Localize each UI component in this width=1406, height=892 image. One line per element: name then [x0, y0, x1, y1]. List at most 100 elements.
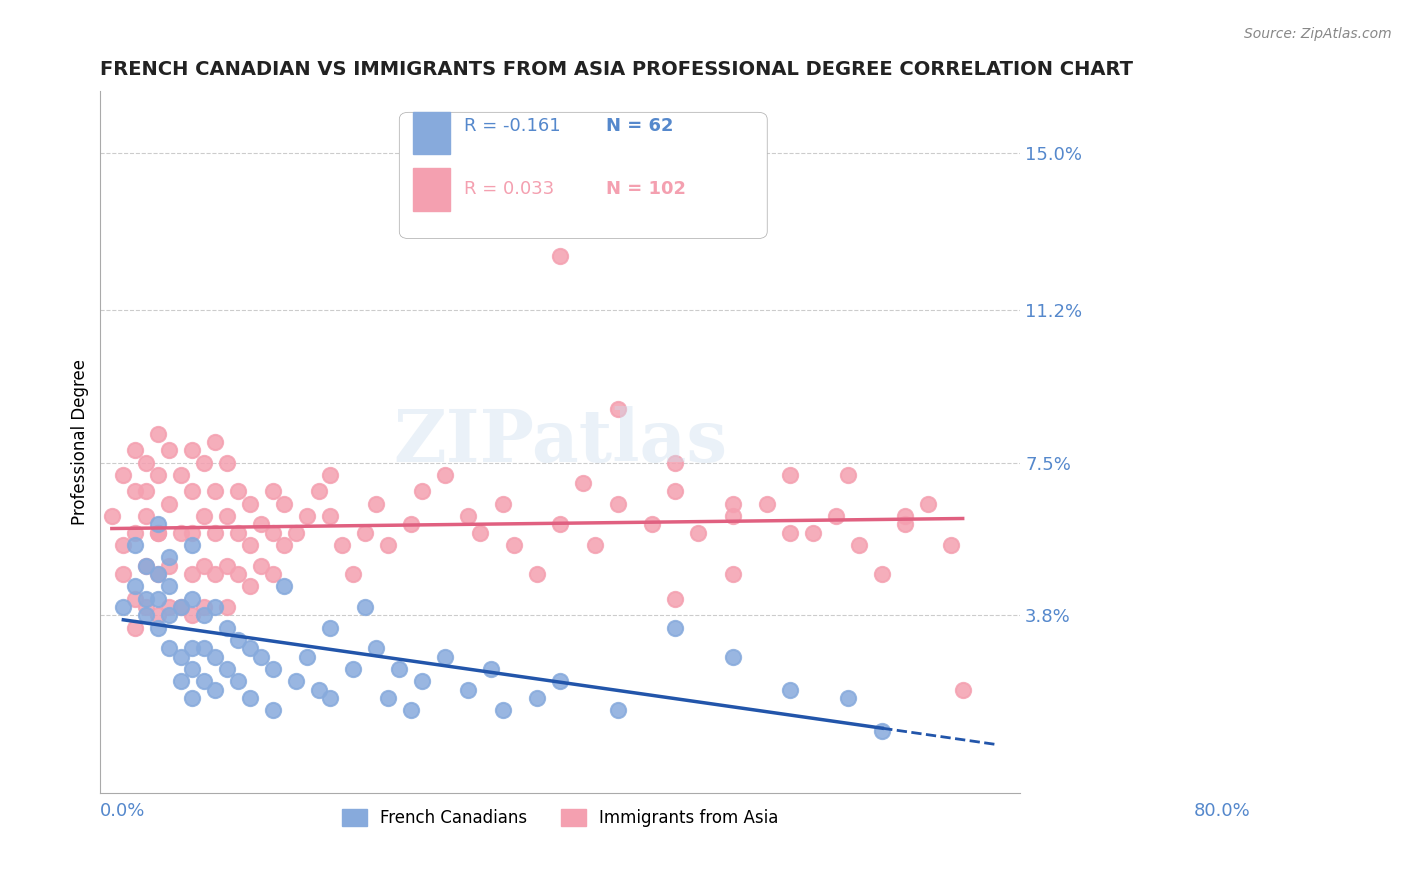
- Point: [170, 599, 193, 614]
- Point: [250, 649, 273, 664]
- Point: [526, 690, 548, 705]
- Point: [135, 509, 157, 524]
- Point: [135, 591, 157, 606]
- Point: [894, 517, 917, 532]
- Point: [146, 591, 169, 606]
- Point: [193, 599, 215, 614]
- Point: [779, 525, 801, 540]
- Point: [366, 641, 388, 656]
- Point: [239, 497, 262, 511]
- Point: [181, 443, 204, 458]
- Point: [664, 484, 686, 499]
- Point: [239, 538, 262, 552]
- Point: [262, 662, 284, 676]
- Point: [273, 579, 295, 593]
- Point: [273, 538, 295, 552]
- Point: [193, 558, 215, 573]
- Point: [228, 632, 250, 647]
- Point: [146, 467, 169, 482]
- Point: [112, 599, 135, 614]
- Point: [548, 249, 571, 263]
- Point: [135, 558, 157, 573]
- Point: [434, 467, 457, 482]
- Point: [721, 509, 744, 524]
- Point: [181, 484, 204, 499]
- Point: [181, 690, 204, 705]
- Text: N = 102: N = 102: [606, 180, 686, 198]
- Point: [606, 401, 628, 416]
- Point: [181, 538, 204, 552]
- Point: [468, 525, 491, 540]
- Point: [157, 497, 180, 511]
- Point: [146, 525, 169, 540]
- Point: [284, 525, 307, 540]
- Point: [204, 682, 226, 697]
- Point: [146, 621, 169, 635]
- Point: [135, 558, 157, 573]
- Point: [239, 690, 262, 705]
- Point: [181, 525, 204, 540]
- Point: [146, 566, 169, 581]
- Point: [181, 641, 204, 656]
- Point: [112, 467, 135, 482]
- Point: [297, 509, 319, 524]
- Point: [870, 723, 893, 738]
- Point: [193, 509, 215, 524]
- Point: [170, 674, 193, 689]
- Point: [548, 517, 571, 532]
- Point: [641, 517, 664, 532]
- Point: [319, 467, 342, 482]
- Point: [157, 550, 180, 565]
- Text: 80.0%: 80.0%: [1194, 802, 1250, 820]
- Point: [583, 538, 606, 552]
- Point: [837, 467, 859, 482]
- Point: [157, 558, 180, 573]
- Text: N = 62: N = 62: [606, 118, 673, 136]
- Point: [215, 621, 238, 635]
- Point: [124, 591, 146, 606]
- Point: [353, 525, 375, 540]
- Point: [917, 497, 939, 511]
- Point: [262, 484, 284, 499]
- Point: [297, 649, 319, 664]
- Point: [204, 599, 226, 614]
- Point: [204, 525, 226, 540]
- Point: [319, 509, 342, 524]
- Point: [112, 538, 135, 552]
- Point: [457, 682, 479, 697]
- Point: [124, 484, 146, 499]
- Point: [124, 621, 146, 635]
- Point: [146, 566, 169, 581]
- Point: [952, 682, 974, 697]
- Point: [284, 674, 307, 689]
- Text: 0.0%: 0.0%: [100, 802, 146, 820]
- Text: FRENCH CANADIAN VS IMMIGRANTS FROM ASIA PROFESSIONAL DEGREE CORRELATION CHART: FRENCH CANADIAN VS IMMIGRANTS FROM ASIA …: [100, 60, 1133, 78]
- Point: [837, 690, 859, 705]
- Point: [181, 662, 204, 676]
- Text: ZIPatlas: ZIPatlas: [394, 407, 727, 477]
- Legend: French Canadians, Immigrants from Asia: French Canadians, Immigrants from Asia: [336, 802, 785, 833]
- Point: [503, 538, 526, 552]
- Point: [688, 525, 710, 540]
- Point: [894, 509, 917, 524]
- Point: [146, 517, 169, 532]
- Point: [399, 517, 422, 532]
- Point: [228, 484, 250, 499]
- Point: [262, 525, 284, 540]
- Point: [330, 538, 353, 552]
- Point: [170, 599, 193, 614]
- Point: [228, 566, 250, 581]
- FancyBboxPatch shape: [413, 112, 450, 154]
- Point: [204, 649, 226, 664]
- Point: [170, 525, 193, 540]
- Point: [606, 497, 628, 511]
- Point: [215, 456, 238, 470]
- Point: [548, 674, 571, 689]
- Point: [135, 484, 157, 499]
- Y-axis label: Professional Degree: Professional Degree: [72, 359, 89, 525]
- Point: [112, 566, 135, 581]
- Point: [181, 608, 204, 623]
- Point: [157, 641, 180, 656]
- Point: [204, 484, 226, 499]
- Point: [193, 641, 215, 656]
